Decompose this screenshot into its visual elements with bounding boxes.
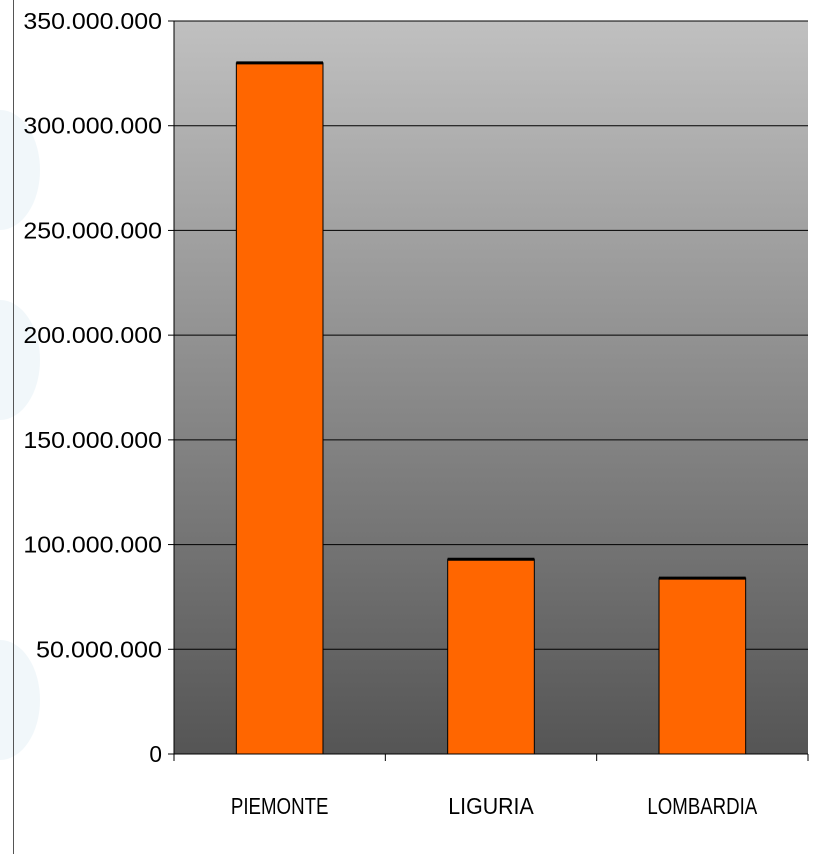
bar-lombardia [658, 577, 747, 755]
x-tick-label: LOMBARDIA [647, 793, 757, 819]
y-tick-label: 0 [149, 741, 162, 767]
y-tick-label: 250.000.000 [23, 217, 162, 243]
x-tick-label: LIGURIA [448, 793, 534, 819]
y-tick-label: 300.000.000 [23, 113, 162, 139]
y-tick-label: 200.000.000 [23, 322, 162, 348]
bar-piemonte [235, 62, 324, 755]
page-left-border [13, 0, 14, 854]
x-tick-label: PIEMONTE [231, 793, 329, 819]
y-tick-label: 50.000.000 [36, 636, 162, 662]
y-tick-label: 150.000.000 [23, 427, 162, 453]
x-axis-ticks: PIEMONTE LIGURIA LOMBARDIA [173, 754, 809, 819]
axes [173, 21, 808, 755]
y-tick-label: 100.000.000 [23, 532, 162, 558]
bar-liguria [447, 558, 535, 755]
y-axis-ticks: 0 50.000.000 100.000.000 150.000.000 200.000… [23, 8, 174, 767]
bars [235, 61, 747, 755]
y-tick-label: 350.000.000 [23, 8, 162, 34]
